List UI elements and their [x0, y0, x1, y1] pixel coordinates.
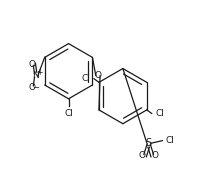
Text: O: O	[94, 71, 101, 80]
Text: O: O	[28, 60, 35, 69]
Text: N: N	[32, 71, 39, 80]
Text: +: +	[36, 68, 43, 77]
Text: −: −	[32, 84, 39, 93]
Text: O: O	[151, 151, 158, 160]
Text: S: S	[146, 138, 152, 148]
Text: Cl: Cl	[81, 74, 90, 83]
Text: Cl: Cl	[64, 109, 73, 118]
Text: O: O	[28, 83, 35, 92]
Text: Cl: Cl	[166, 136, 175, 145]
Text: Cl: Cl	[156, 109, 164, 118]
Text: O: O	[139, 151, 146, 160]
